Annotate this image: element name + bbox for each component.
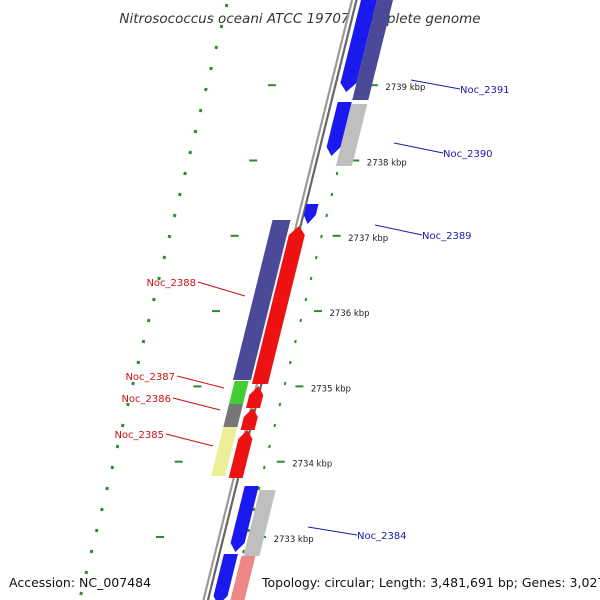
ruler-dot xyxy=(105,486,109,491)
gene-arrow-noc-2390-b xyxy=(335,104,368,166)
ruler-dot xyxy=(262,465,266,470)
ruler-tick-label: 2737 kbp xyxy=(348,234,388,244)
genome-title: Nitrosococcus oceani ATCC 19707, complet… xyxy=(119,11,480,27)
gene-arrow-noc-2388-a xyxy=(232,220,291,380)
accession-text: Accession: NC_007484 xyxy=(9,575,152,590)
gene-leader-line xyxy=(410,79,461,90)
ruler-dot xyxy=(115,444,120,449)
ruler-dot xyxy=(304,297,308,302)
ruler-dot xyxy=(330,192,334,197)
gene-label-noc-2384: Noc_2384 xyxy=(357,531,407,542)
topology-text: Topology: circular; Length: 3,481,691 bp… xyxy=(262,575,600,590)
ruler-dot xyxy=(126,402,130,407)
gene-arrow-noc-2386-a xyxy=(223,404,244,427)
ruler-dot xyxy=(325,213,329,218)
ruler-tick-label: 2735 kbp xyxy=(311,384,351,394)
ruler-dot xyxy=(152,297,156,302)
ruler-dot xyxy=(84,570,89,575)
ruler-dot xyxy=(273,423,277,428)
ruler-tick-label: 2739 kbp xyxy=(385,83,425,93)
gene-arrow-noc-2391-b xyxy=(352,0,394,100)
ruler-dot xyxy=(252,507,256,512)
ruler-dot xyxy=(162,255,167,260)
ruler-dot xyxy=(110,465,115,470)
gene-leader-line xyxy=(393,142,444,154)
gene-arrow-noc-2387-b xyxy=(246,386,264,408)
gene-leader-line xyxy=(165,433,214,447)
ruler-dot xyxy=(294,339,297,344)
ruler-dot xyxy=(204,87,208,92)
feature-layer xyxy=(211,0,394,600)
ruler-tick-label: 2734 kbp xyxy=(292,460,332,470)
ruler-dot xyxy=(167,234,172,239)
gene-arrow-noc-2385-a xyxy=(211,427,238,476)
ruler-dot xyxy=(120,423,125,428)
ruler-dot xyxy=(79,591,83,596)
ruler-dot xyxy=(188,150,193,155)
gene-label-noc-2389: Noc_2389 xyxy=(422,231,472,242)
gene-arrow-noc-2390-a xyxy=(326,102,352,156)
ruler-dot xyxy=(100,507,104,512)
ruler-dot xyxy=(257,486,261,491)
gene-arrow-noc-2388-b xyxy=(251,226,305,384)
gene-leader-line xyxy=(374,224,423,236)
gene-label-noc-2385: Noc_2385 xyxy=(114,430,164,441)
gene-label-noc-2391: Noc_2391 xyxy=(460,85,510,96)
ruler-dot xyxy=(209,66,213,71)
gene-arrow-noc-2387-a xyxy=(229,381,249,404)
ruler-dot xyxy=(89,549,94,554)
gene-label-noc-2386: Noc_2386 xyxy=(121,394,171,405)
gene-arrow-noc-2391-a xyxy=(340,0,378,92)
ruler-dot xyxy=(157,276,161,281)
ruler-dot xyxy=(183,171,187,176)
ruler-dot xyxy=(131,381,135,386)
ruler-dot xyxy=(193,129,198,134)
gene-leader-line xyxy=(172,397,221,411)
ruler-tick-label: 2738 kbp xyxy=(367,159,407,169)
ruler-dot xyxy=(146,318,151,323)
ruler-dot xyxy=(335,171,339,176)
gene-arrow-noc-2384-a xyxy=(230,486,259,552)
ruler-dot xyxy=(94,528,99,533)
ruler-dot xyxy=(288,360,292,365)
ruler-dot xyxy=(224,3,229,8)
ruler-dot xyxy=(320,234,323,239)
gene-label-noc-2390: Noc_2390 xyxy=(443,149,493,160)
ruler-dot xyxy=(283,381,287,386)
ruler-dot xyxy=(247,528,251,533)
ruler-dot xyxy=(172,213,177,218)
ruler-tick-label: 2736 kbp xyxy=(330,309,370,319)
gene-arrow-noc-2389 xyxy=(303,204,319,224)
ruler-dot xyxy=(198,108,203,113)
ruler-dot xyxy=(314,255,318,260)
gene-leader-line xyxy=(307,526,358,536)
gene-arrow-next-b xyxy=(230,556,256,600)
gene-leader-line xyxy=(197,281,246,297)
gene-leader-line xyxy=(176,375,225,389)
ruler-dot xyxy=(309,276,313,281)
gene-arrow-noc-2385-b xyxy=(228,430,253,478)
ruler-tick-label: 2733 kbp xyxy=(274,535,314,545)
ruler-dot xyxy=(268,444,271,449)
gene-arrow-noc-2386-b xyxy=(240,408,258,430)
ruler-dot xyxy=(141,339,146,344)
ruler-dot xyxy=(178,192,182,197)
gene-arrow-noc-2384-b xyxy=(243,490,276,556)
label-layer: 2733 kbp 2734 kbp 2735 kbp 2736 kbp 2737 kbp… xyxy=(114,79,510,545)
ruler-layer xyxy=(79,3,380,596)
ruler-dot xyxy=(214,45,219,50)
gene-arrow-next-a xyxy=(213,554,238,600)
ruler-dot xyxy=(136,360,141,365)
ruler-dot xyxy=(278,402,282,407)
ruler-dot xyxy=(299,318,303,323)
gene-label-noc-2387: Noc_2387 xyxy=(125,372,175,383)
gene-label-noc-2388: Noc_2388 xyxy=(146,278,196,289)
ruler-dot xyxy=(242,549,245,554)
ruler-dot xyxy=(219,24,224,29)
